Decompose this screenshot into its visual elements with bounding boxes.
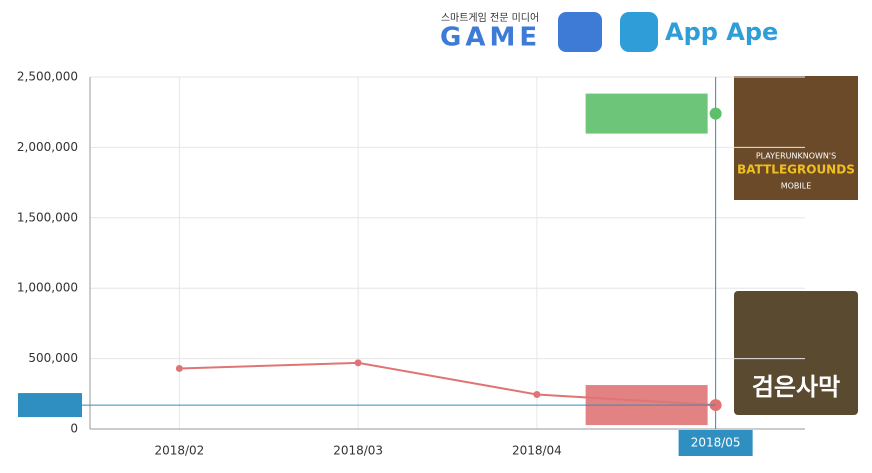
y-tick-label: 0 [70,422,78,436]
x-tick-label: 2018/04 [512,444,562,458]
media-logo: GAME [440,23,541,53]
y-tick-label: 1,500,000 [17,210,78,224]
game-text: BATTLEGROUNDS [737,163,855,177]
y-tick-label: 2,000,000 [17,140,78,154]
point [354,359,362,367]
game-text: PLAYERUNKNOWN'S [756,152,836,161]
point [533,391,541,399]
game-thumb [734,291,858,415]
game-thumb [734,76,858,200]
brand: App Ape [665,18,778,46]
x-tick-label: 2018/03 [333,444,383,458]
cursor-flag [18,393,82,418]
value-flag [585,93,708,134]
logo-icon [558,12,602,52]
y-tick-label: 1,000,000 [17,281,78,295]
tagline: 스마트게임 전문 미디어 [441,11,539,24]
game-text: 검은사막 [752,373,840,401]
point [709,107,722,120]
point [175,364,183,372]
x-highlight [678,430,753,456]
y-tick-label: 2,500,000 [17,70,78,84]
y-tick-label: 500,000 [28,351,78,365]
ape-icon [620,12,658,52]
game-text: MOBILE [781,182,812,191]
x-tick-label: 2018/05 [691,436,741,450]
x-tick-label: 2018/02 [154,444,204,458]
